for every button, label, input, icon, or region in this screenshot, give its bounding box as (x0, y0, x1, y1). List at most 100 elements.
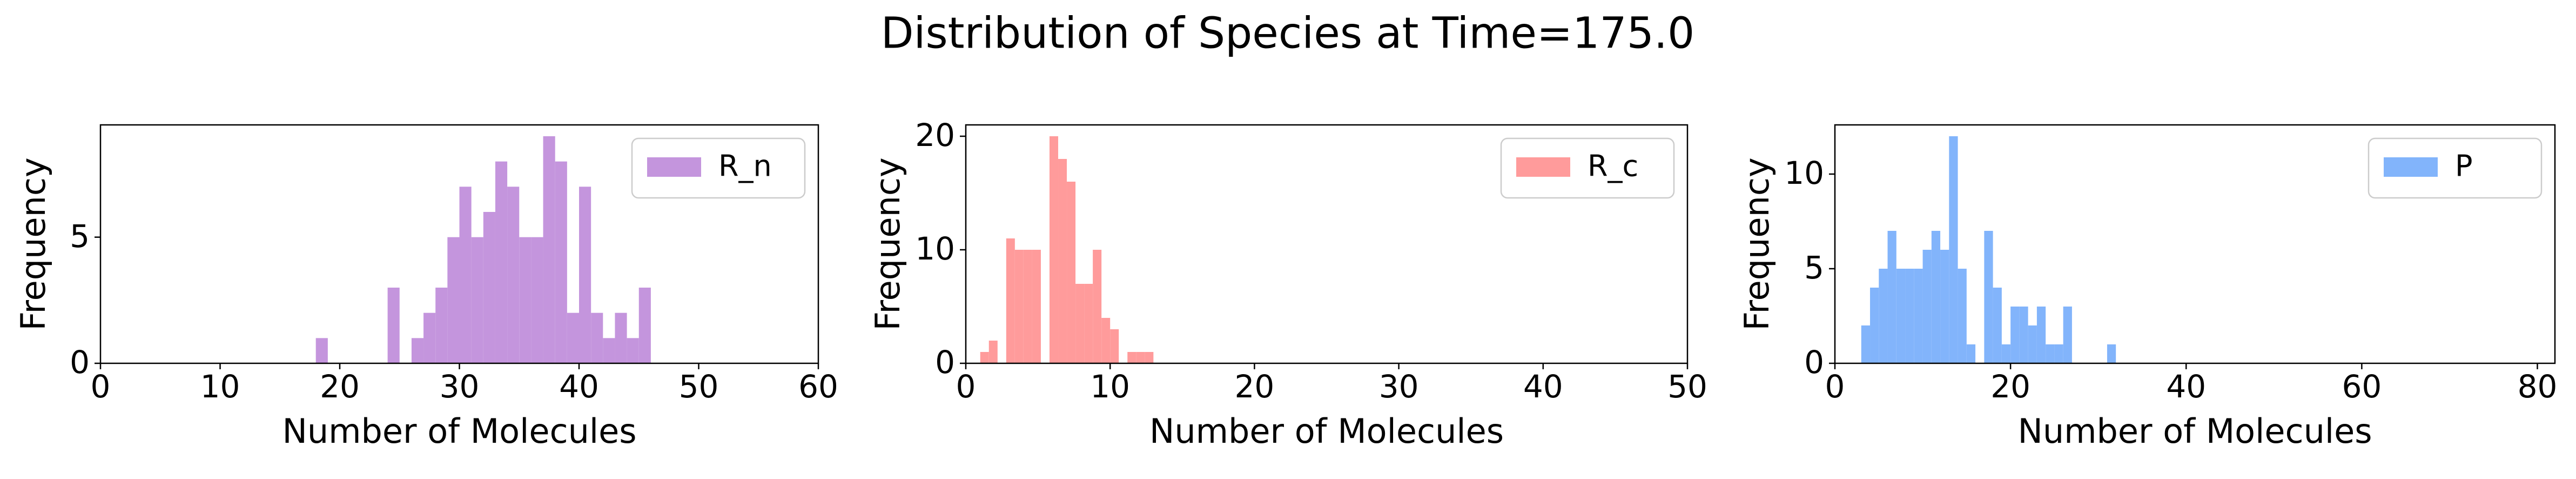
y-tick-label: 0 (1804, 344, 1824, 381)
histogram-bar (435, 288, 448, 363)
histogram-bar (1958, 269, 1967, 363)
x-tick-label: 40 (1523, 368, 1563, 405)
histogram-bar (543, 136, 555, 363)
histogram-bar (1949, 136, 1958, 363)
histogram-bar (2001, 344, 2011, 363)
y-axis-label: Frequency (1737, 157, 1777, 330)
histogram-bar (1993, 288, 2002, 363)
histogram-bar (1984, 231, 1993, 363)
x-tick-label: 30 (440, 368, 480, 405)
histogram-bar (2019, 307, 2028, 363)
legend-frame (2368, 137, 2543, 199)
histogram-bar (1032, 250, 1041, 363)
histogram-bar (980, 352, 989, 363)
histogram-bar (387, 288, 400, 363)
histogram-bar (1101, 318, 1111, 363)
x-tick-label: 60 (798, 368, 838, 405)
histogram-bar (519, 237, 532, 363)
histogram-bar (1145, 352, 1154, 363)
x-tick-label: 50 (1667, 368, 1707, 405)
histogram-bar (507, 187, 520, 363)
subplot: 0 20 40 60 80 0 5 10 Number of Molecules Frequenc… (1737, 124, 2557, 451)
histogram-bar (495, 161, 508, 363)
histogram-bar (1127, 352, 1136, 363)
y-tick-label: 20 (915, 117, 955, 154)
x-tick-label: 40 (2166, 368, 2206, 405)
histogram-bar (567, 312, 579, 363)
legend-label: R_n (718, 149, 772, 183)
y-axis-label: Frequency (868, 157, 907, 330)
histogram-bar (1922, 250, 1932, 363)
histogram-bar (1093, 250, 1102, 363)
x-axis-label: Number of Molecules (1149, 411, 1504, 451)
subplot: 0 10 20 30 40 50 0 10 20 Number of Molecules Frequ… (868, 117, 1707, 451)
histogram-bar (2028, 325, 2037, 363)
histogram-bar (1914, 269, 1923, 363)
histogram-bar (315, 338, 328, 363)
x-tick-label: 50 (679, 368, 719, 405)
x-tick-label: 20 (1990, 368, 2030, 405)
x-tick-label: 10 (200, 368, 240, 405)
histogram-bar (423, 312, 436, 363)
axes-frame (965, 124, 1689, 364)
histogram-bar (1023, 250, 1032, 363)
axes-frame (1834, 124, 2556, 364)
histogram-bar (1861, 325, 1871, 363)
legend-label: P (2455, 149, 2473, 183)
legend-swatch (2384, 157, 2438, 177)
histogram-bar (1940, 250, 1949, 363)
histogram-bar (1887, 231, 1896, 363)
histogram-bar (459, 187, 472, 363)
histogram-bar (483, 212, 495, 363)
x-tick-label: 0 (1825, 368, 1845, 405)
histogram-bar (615, 312, 627, 363)
histogram-bar (1067, 182, 1076, 363)
histogram-bar (2046, 344, 2055, 363)
histogram-bar (1075, 284, 1085, 363)
histogram-bar (1049, 136, 1059, 363)
histogram-bar (2054, 344, 2063, 363)
histogram-bar (1014, 250, 1024, 363)
legend-frame (1500, 137, 1675, 199)
x-tick-label: 10 (1090, 368, 1130, 405)
y-tick-label: 0 (935, 344, 955, 381)
x-tick-label: 30 (1379, 368, 1419, 405)
histogram-bar (1058, 159, 1067, 363)
histogram-bar (531, 237, 543, 363)
histogram-bar (1966, 344, 1976, 363)
histogram-bar (1084, 284, 1093, 363)
y-tick-label: 10 (1784, 155, 1824, 191)
legend: R_n (631, 137, 806, 199)
legend-frame (631, 137, 806, 199)
histogram-bar (411, 338, 424, 363)
histogram-bar (579, 187, 591, 363)
x-tick-label: 0 (91, 368, 111, 405)
y-tick-label: 0 (70, 344, 90, 381)
y-axis-label: Frequency (14, 157, 53, 330)
histogram-bar (2036, 307, 2046, 363)
histogram-bar (1905, 269, 1914, 363)
x-tick-label: 20 (320, 368, 360, 405)
histogram-bar (2107, 344, 2116, 363)
y-tick-label: 5 (70, 218, 90, 255)
histogram-bar (638, 288, 651, 363)
histogram-bar (447, 237, 460, 363)
histogram-bar (1879, 269, 1888, 363)
legend-label: R_c (1588, 149, 1638, 183)
legend: R_c (1500, 137, 1675, 199)
x-tick-label: 20 (1234, 368, 1274, 405)
x-tick-label: 0 (956, 368, 976, 405)
histogram-bar (1931, 231, 1941, 363)
histogram-bar (591, 312, 603, 363)
x-tick-label: 60 (2342, 368, 2382, 405)
histogram-bar (2010, 307, 2020, 363)
histogram-bar (1110, 329, 1119, 363)
y-tick-label: 10 (915, 230, 955, 267)
histogram-bar (2063, 307, 2072, 363)
histogram-bar (1896, 269, 1906, 363)
legend-swatch (1516, 157, 1570, 177)
histogram-bar (555, 161, 567, 363)
histogram-bar (471, 237, 483, 363)
